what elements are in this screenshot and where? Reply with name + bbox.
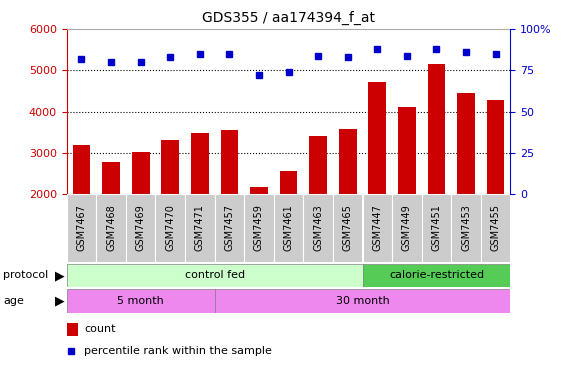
Bar [220, 130, 238, 276]
Text: GSM7447: GSM7447 [372, 204, 382, 251]
Bar [392, 194, 422, 262]
Bar [67, 323, 78, 336]
Bar [451, 194, 481, 262]
Bar [67, 289, 215, 313]
Bar [191, 133, 209, 276]
Bar [362, 194, 392, 262]
Bar [185, 194, 215, 262]
Bar [339, 129, 357, 276]
Bar [161, 140, 179, 276]
Bar [67, 264, 362, 287]
Bar [280, 171, 298, 276]
Bar [333, 194, 362, 262]
Text: GSM7449: GSM7449 [402, 204, 412, 251]
Bar [102, 162, 120, 276]
Text: GSM7463: GSM7463 [313, 204, 323, 251]
Bar [96, 194, 126, 262]
Bar [368, 82, 386, 276]
Text: ▶: ▶ [55, 295, 65, 307]
Bar [487, 100, 505, 276]
Text: GSM7459: GSM7459 [254, 204, 264, 251]
Text: GSM7465: GSM7465 [343, 204, 353, 251]
Bar [362, 264, 525, 287]
Bar [422, 194, 451, 262]
Bar [67, 194, 96, 262]
Bar [274, 194, 303, 262]
Bar [309, 137, 327, 276]
Bar [155, 194, 185, 262]
Text: 5 month: 5 month [117, 296, 164, 306]
Text: count: count [85, 324, 116, 335]
Bar [244, 194, 274, 262]
Text: protocol: protocol [3, 270, 48, 280]
Bar [215, 289, 525, 313]
Bar [250, 187, 268, 276]
Text: GSM7470: GSM7470 [165, 204, 175, 251]
Bar [398, 107, 416, 276]
Text: age: age [3, 296, 24, 306]
Bar [126, 194, 155, 262]
Title: GDS355 / aa174394_f_at: GDS355 / aa174394_f_at [202, 11, 375, 26]
Bar [303, 194, 333, 262]
Text: percentile rank within the sample: percentile rank within the sample [85, 346, 273, 356]
Text: GSM7453: GSM7453 [461, 204, 471, 251]
Text: calorie-restricted: calorie-restricted [389, 270, 484, 280]
Text: GSM7471: GSM7471 [195, 204, 205, 251]
Text: 30 month: 30 month [336, 296, 389, 306]
Text: control fed: control fed [184, 270, 245, 280]
Bar [215, 194, 244, 262]
Text: GSM7457: GSM7457 [224, 204, 234, 251]
Text: GSM7461: GSM7461 [284, 204, 293, 251]
Text: GSM7468: GSM7468 [106, 204, 116, 251]
Bar [72, 145, 90, 276]
Text: GSM7455: GSM7455 [491, 204, 501, 251]
Text: GSM7451: GSM7451 [432, 204, 441, 251]
Text: GSM7469: GSM7469 [136, 204, 146, 251]
Bar [427, 64, 445, 276]
Bar [457, 93, 475, 276]
Text: ▶: ▶ [55, 269, 65, 282]
Bar [481, 194, 510, 262]
Text: GSM7467: GSM7467 [77, 204, 86, 251]
Bar [132, 152, 150, 276]
